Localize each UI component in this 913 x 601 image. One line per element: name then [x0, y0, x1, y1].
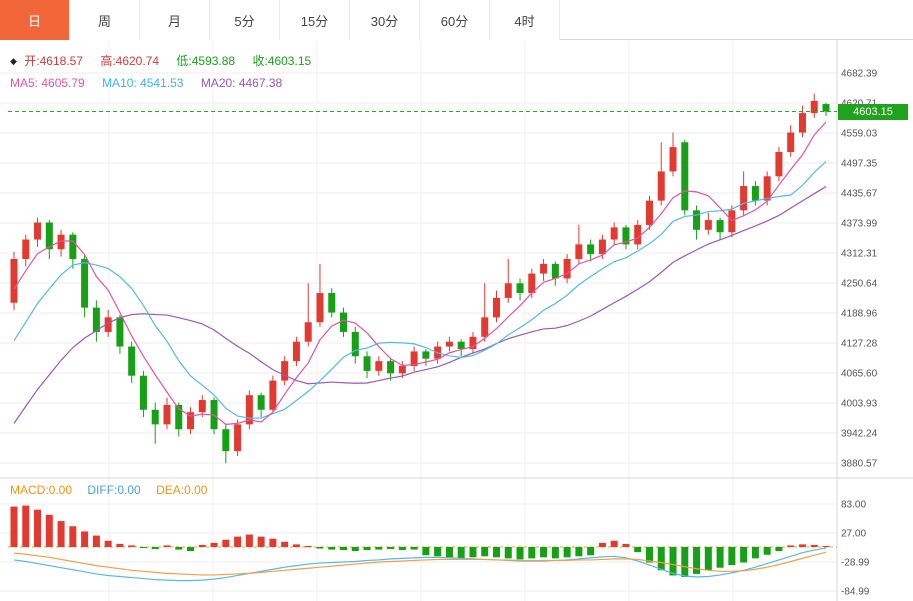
tab-5min-label: 5分: [234, 13, 255, 29]
svg-text:4250.64: 4250.64: [841, 279, 878, 290]
ma-legend: MA5: 4605.79 MA10: 4541.53 MA20: 4467.38: [10, 76, 296, 90]
tab-60min-label: 60分: [440, 13, 469, 29]
ma20-line: [13, 186, 827, 424]
macd-diff-line: [13, 547, 827, 582]
tab-4hour-label: 4时: [514, 13, 535, 29]
tab-30min[interactable]: 30分: [350, 0, 420, 40]
svg-text:-28.99: -28.99: [841, 557, 870, 568]
dea-value: DEA:0.00: [156, 483, 208, 497]
tab-week[interactable]: 周: [70, 0, 140, 40]
low-value: 低:4593.88: [176, 54, 236, 68]
ohlc-legend: ◆ 开:4618.57 高:4620.74 低:4593.88 收:4603.1…: [10, 52, 325, 69]
svg-text:4497.35: 4497.35: [841, 159, 878, 170]
high-value: 高:4620.74: [100, 54, 160, 68]
macd-value: MACD:0.00: [10, 483, 73, 497]
macd-dea-line: [13, 551, 827, 576]
svg-text:83.00: 83.00: [841, 500, 866, 511]
current-price-tag: 4603.15: [838, 103, 908, 120]
diff-value: DIFF:0.00: [87, 483, 141, 497]
tab-month[interactable]: 月: [140, 0, 210, 40]
tab-15min[interactable]: 15分: [280, 0, 350, 40]
tab-4hour[interactable]: 4时: [490, 0, 560, 40]
svg-text:4312.31: 4312.31: [841, 249, 878, 260]
grid-layer: [0, 41, 837, 601]
tab-week-label: 周: [97, 13, 111, 29]
open-value: 开:4618.57: [24, 54, 83, 68]
svg-text:4682.39: 4682.39: [841, 69, 878, 80]
tab-30min-label: 30分: [370, 13, 399, 29]
tab-60min[interactable]: 60分: [420, 0, 490, 40]
ma10-line: [13, 161, 827, 419]
ma20-value: MA20: 4467.38: [200, 76, 283, 90]
ma5-value: MA5: 4605.79: [10, 76, 85, 90]
svg-text:27.00: 27.00: [841, 529, 866, 540]
svg-text:-84.99: -84.99: [841, 587, 870, 598]
svg-text:4003.93: 4003.93: [841, 398, 878, 409]
macd-histogram: [10, 505, 830, 578]
svg-text:4559.03: 4559.03: [841, 129, 878, 140]
svg-text:4435.67: 4435.67: [841, 189, 878, 200]
tab-15min-label: 15分: [300, 13, 329, 29]
ma5-line: [13, 121, 827, 425]
tab-month-label: 月: [167, 13, 181, 29]
y-axis-macd: 83.00 27.00 -28.99 -84.99: [841, 500, 870, 598]
tab-5min[interactable]: 5分: [210, 0, 280, 40]
svg-text:4373.99: 4373.99: [841, 219, 878, 230]
svg-text:4127.28: 4127.28: [841, 339, 878, 350]
diamond-icon: ◆: [10, 56, 17, 66]
svg-text:3942.24: 3942.24: [841, 429, 878, 440]
ma10-value: MA10: 4541.53: [102, 76, 184, 90]
timeframe-tabbar: 日 周 月 5分 15分 30分 60分 4时: [0, 0, 913, 40]
svg-text:3880.57: 3880.57: [841, 459, 878, 470]
tab-day[interactable]: 日: [0, 0, 70, 40]
svg-text:4065.60: 4065.60: [841, 369, 878, 380]
svg-text:4188.96: 4188.96: [841, 309, 878, 320]
tab-day-label: 日: [27, 13, 41, 29]
macd-legend: MACD:0.00 DIFF:0.00 DEA:0.00: [10, 483, 219, 497]
candles-layer: [10, 93, 830, 464]
y-axis-main: 4682.394620.714559.034497.354435.674373.…: [841, 69, 878, 470]
panel-separators: [0, 40, 913, 601]
close-value: 收:4603.15: [252, 54, 312, 68]
